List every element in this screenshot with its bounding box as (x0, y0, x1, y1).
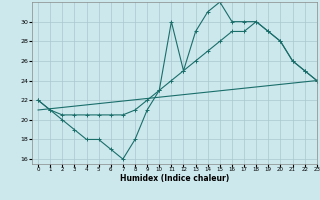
X-axis label: Humidex (Indice chaleur): Humidex (Indice chaleur) (120, 174, 229, 183)
